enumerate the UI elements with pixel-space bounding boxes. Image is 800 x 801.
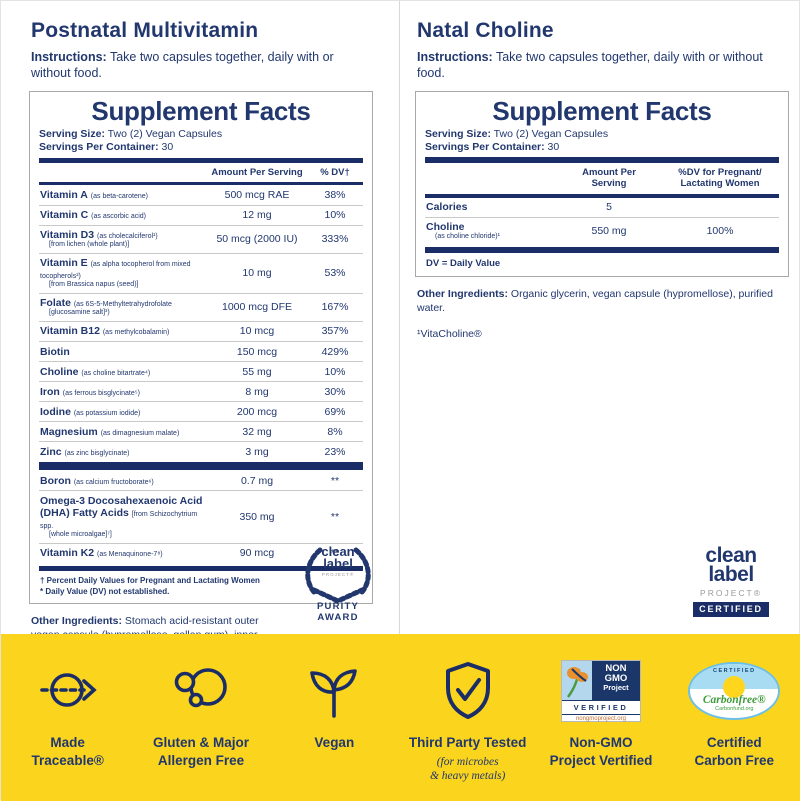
table-header: Amount Per Serving % DV† — [39, 163, 363, 182]
instructions-text: Take two capsules together, daily with o… — [31, 50, 334, 81]
table-row: Iron (as ferrous bisglycinate⁵) 8 mg 30% — [39, 381, 363, 401]
table-row: Folate (as 6S-5-Methyltetrahydrofolate [g… — [39, 292, 363, 321]
feature-badge-band: Made Traceable® Gluten & Major Allergen … — [1, 634, 800, 801]
allergen-free-icon — [174, 668, 227, 708]
table-row: Boron (as calcium fructoborate⁶) 0.7 mg … — [40, 474, 340, 487]
table-row: Vitamin B12 (as methylcobalamin) 10 mcg … — [39, 320, 363, 341]
nutrient-rows: Vitamin A (as beta-carotene) 500 mcg RAE… — [39, 185, 363, 461]
servings-per-container: Servings Per Container: 30 — [425, 141, 560, 154]
col-amount-header: Amount Per Serving — [582, 167, 636, 190]
footnote-not-established: * Daily Value (DV) not established. — [40, 586, 170, 596]
divider-bar — [39, 565, 363, 571]
servings-per-container: Servings Per Container: 30 — [39, 141, 174, 154]
table-row: Iodine (as potassium iodide) 200 mcg 69% — [39, 401, 363, 421]
serving-size: Serving Size: Two (2) Vegan Capsules — [425, 127, 609, 140]
panel-divider — [399, 1, 400, 634]
supplement-facts-box: Supplement Facts Serving Size: Two (2) V… — [415, 90, 789, 278]
non-gmo-project-verified-logo: NON GMO Project VERIFIED nongmoproject.o… — [560, 660, 641, 722]
col-dv-header: %DV for Pregnant/ Lactating Women — [678, 167, 762, 190]
table-row: Calories 5 — [426, 201, 612, 214]
clean-label-text: clean — [321, 544, 355, 559]
instructions-label: Instructions: — [417, 50, 493, 64]
nutrient-rows-no-dv: Boron (as calcium fructoborate⁶) 0.7 mg … — [39, 471, 363, 562]
table-row: Vitamin E (as alpha tocopherol from mixe… — [39, 252, 363, 293]
divider-bar — [425, 193, 779, 198]
instructions: Instructions: Take two capsules together… — [31, 49, 373, 82]
supplement-facts-title: Supplement Facts — [492, 95, 712, 126]
col-dv-header: % DV† — [320, 167, 350, 179]
shield-check-icon — [445, 662, 490, 719]
trademark-footnotes: ¹VitaCholine® — [417, 327, 482, 340]
divider-bar — [39, 158, 363, 164]
page-title: Postnatal Multivitamin — [31, 19, 259, 42]
postnatal-multivitamin-panel: Postnatal Multivitamin Instructions: Tak… — [29, 19, 373, 722]
badge-subtext: (for microbes & heavy metals) — [429, 755, 506, 783]
badge-third-party-tested: Third Party Tested (for microbes & heavy… — [401, 658, 534, 801]
table-row: Vitamin D3 (as cholecalciferol¹) [from li… — [39, 224, 363, 253]
table-header: Amount Per Serving %DV for Pregnant/ Lac… — [425, 163, 779, 194]
instructions-text: Take two capsules together, daily with o… — [417, 50, 763, 81]
table-row: Omega-3 Docosahexaenoic Acid (DHA) Fatty… — [39, 490, 363, 542]
page-title: Natal Choline — [417, 19, 554, 42]
badge-vegan: Vegan — [268, 658, 401, 801]
instructions-label: Instructions: — [31, 50, 107, 64]
supplement-facts-title: Supplement Facts — [91, 95, 311, 126]
laurel-wreath-icon — [305, 547, 371, 604]
table-row: Biotin 150 mcg 429% — [39, 341, 363, 361]
divider-bar — [425, 157, 779, 164]
vegan-leaf-icon — [310, 669, 358, 718]
badge-non-gmo: NON GMO Project VERIFIED nongmoproject.o… — [534, 658, 667, 801]
supplement-facts-box: Supplement Facts Serving Size: Two (2) V… — [29, 90, 373, 605]
footnote-dv: † Percent Daily Values for Pregnant and … — [40, 575, 260, 585]
badge-made-traceable: Made Traceable® — [1, 658, 134, 801]
table-row: Zinc (as zinc bisglycinate) 3 mg 23% — [39, 441, 363, 461]
traceable-icon — [39, 673, 97, 707]
clean-label-purity-award-badge: clean label PROJECT® PURITY AWARD — [295, 544, 381, 624]
natal-choline-panel: Natal Choline Instructions: Take two cap… — [415, 19, 789, 617]
col-amount-header: Amount Per Serving — [211, 167, 303, 179]
divider-bar — [39, 182, 363, 186]
certified-badge-text: CERTIFIED — [693, 601, 769, 617]
footnotes: † Percent Daily Values for Pregnant and … — [39, 571, 363, 599]
instructions: Instructions: Take two capsules together… — [417, 49, 789, 82]
divider-bar — [39, 462, 363, 471]
divider-bar — [425, 247, 779, 254]
table-row: Vitamin A (as beta-carotene) 500 mcg RAE… — [40, 188, 346, 201]
nutrient-rows: Calories 5 Choline (as choline chloride)… — [425, 198, 779, 245]
purity-award-text: PURITY AWARD — [316, 600, 360, 624]
table-row: Choline (as choline chloride)¹ 550 mg 10… — [425, 216, 779, 245]
serving-size: Serving Size: Two (2) Vegan Capsules — [39, 127, 223, 140]
carbonfree-certified-logo: CERTIFIED Carbonfree® Carbonfund.org — [688, 662, 781, 720]
badge-allergen-free: Gluten & Major Allergen Free — [134, 658, 267, 801]
badge-carbon-free: CERTIFIED Carbonfree® Carbonfund.org Cer… — [668, 658, 800, 801]
clean-label-project-certified-logo: clean label PROJECT® CERTIFIED — [683, 545, 779, 617]
table-row: Vitamin K2 (as Menaquinone-7⁸) 90 mcg ** — [39, 542, 363, 563]
sun-icon — [723, 676, 746, 698]
butterfly-icon — [566, 667, 588, 698]
table-row: Vitamin C (as ascorbic acid) 12 mg 10% — [39, 204, 363, 225]
table-row: Magnesium (as dimagnesium malate) 32 mg … — [39, 421, 363, 441]
table-row: Choline (as choline bitartrate⁴) 55 mg 1… — [39, 361, 363, 381]
other-ingredients: Other Ingredients: Organic glycerin, veg… — [417, 288, 773, 314]
dv-note: DV = Daily Value — [426, 258, 501, 270]
